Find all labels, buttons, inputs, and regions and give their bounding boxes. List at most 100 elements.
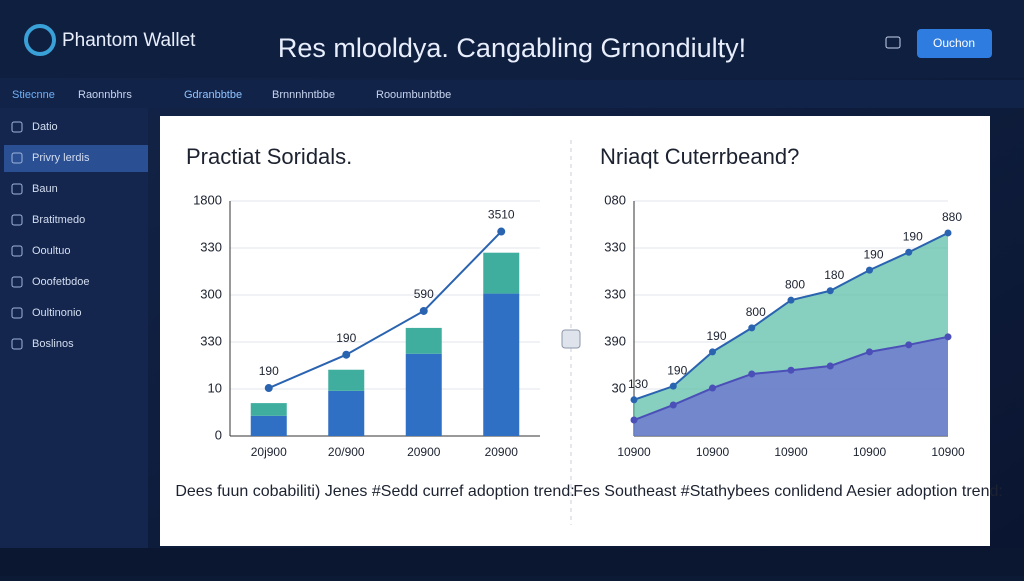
y-tick-label: 0 <box>215 427 222 442</box>
point-label: 190 <box>667 363 687 377</box>
point-label: 190 <box>259 364 279 378</box>
line-point <box>342 350 351 359</box>
area-point <box>669 401 677 409</box>
trend-line <box>268 230 502 389</box>
sidebar-icon <box>11 276 23 288</box>
point-label: 590 <box>414 287 434 301</box>
point-label: 190 <box>903 229 923 243</box>
chart-caption: Fes Southeast #Stathybees conlidend Aesi… <box>573 483 1003 500</box>
x-tick-label: 20/900 <box>328 445 365 459</box>
logo-text: Phantom Wallet <box>62 30 196 51</box>
bar-segment <box>328 369 365 391</box>
sidebar-item[interactable]: Ooultuo <box>32 245 71 257</box>
x-tick-label: 20900 <box>485 445 519 459</box>
area-point <box>905 341 913 349</box>
splitter-handle[interactable] <box>561 329 581 349</box>
y-tick-label: 330 <box>604 286 626 301</box>
point-label: 800 <box>746 305 766 319</box>
point-label: 190 <box>336 331 356 345</box>
sidebar-icon <box>11 121 23 133</box>
x-tick-label: 10900 <box>774 445 808 459</box>
sidebar-icon <box>11 307 23 319</box>
sidebar-item[interactable]: Baun <box>32 183 58 195</box>
bar-segment <box>483 252 520 294</box>
point-label: 880 <box>942 210 962 224</box>
sidebar-icon <box>11 214 23 226</box>
header <box>0 0 1024 78</box>
y-tick-label: 080 <box>604 192 626 207</box>
area-point <box>669 382 677 390</box>
y-tick-label: 300 <box>200 286 222 301</box>
point-label: 190 <box>706 329 726 343</box>
area-point <box>787 296 795 304</box>
x-tick-label: 20900 <box>407 445 441 459</box>
area-point <box>787 366 795 374</box>
bar-segment <box>328 390 365 436</box>
area-point <box>866 266 873 274</box>
sidebar-item[interactable]: Privry lerdis <box>32 152 90 164</box>
nav-bar <box>0 80 1024 108</box>
area-point <box>826 287 834 295</box>
button-label[interactable]: Ouchon <box>933 36 975 50</box>
area-point <box>709 348 716 356</box>
bar-segment <box>405 353 442 436</box>
y-tick-label: 330 <box>200 239 222 254</box>
sidebar-icon <box>11 338 23 350</box>
nav-tab[interactable]: Gdranbbtbe <box>184 89 242 101</box>
area-point <box>905 248 913 256</box>
bar-segment <box>483 293 520 436</box>
area-point <box>944 229 952 237</box>
sidebar-item[interactable]: Boslinos <box>32 338 74 350</box>
y-tick-label: 1800 <box>193 192 222 207</box>
status-bar <box>0 548 1024 576</box>
point-label: 800 <box>785 277 805 291</box>
area-point <box>866 348 873 356</box>
nav-tab[interactable]: Stiecnne <box>12 89 55 101</box>
x-tick-label: 10900 <box>853 445 887 459</box>
line-point <box>264 384 273 393</box>
logo-icon <box>24 24 56 56</box>
bar-segment <box>405 327 442 354</box>
area-point <box>748 370 756 378</box>
sidebar-item[interactable]: Bratitmedo <box>32 214 85 226</box>
page-title: Res mlooldya. Cangabling Grnondiulty! <box>278 33 746 63</box>
window-icon[interactable] <box>885 36 901 49</box>
y-tick-label: 30 <box>612 380 626 395</box>
sidebar-item[interactable]: Oultinonio <box>32 307 82 319</box>
bar-segment <box>250 403 287 416</box>
area-point <box>944 333 952 341</box>
point-label: 190 <box>863 247 883 261</box>
nav-tab[interactable]: Brnnnhntbbe <box>272 89 335 101</box>
sidebar-item[interactable]: Datio <box>32 121 58 133</box>
area-point <box>709 384 716 392</box>
chart-title: Nriaqt Cuterrbeand? <box>600 144 799 169</box>
x-tick-label: 10900 <box>931 445 965 459</box>
area-point <box>826 362 834 370</box>
bar-segment <box>250 415 287 436</box>
sidebar-icon <box>11 245 23 257</box>
nav-tab[interactable]: Rooumbunbtbe <box>376 89 451 101</box>
sidebar-icon <box>11 183 23 195</box>
y-tick-label: 330 <box>604 239 626 254</box>
point-label: 180 <box>824 268 844 282</box>
x-tick-label: 10900 <box>617 445 651 459</box>
sidebar <box>0 108 148 548</box>
x-tick-label: 10900 <box>696 445 730 459</box>
area-point <box>748 324 756 332</box>
x-tick-label: 20j900 <box>251 445 287 459</box>
chart-caption: Dees fuun cobabiliti) Jenes #Sedd curref… <box>175 483 574 500</box>
chart-title: Practiat Soridals. <box>186 144 352 169</box>
sidebar-item[interactable]: Ooofetbdoe <box>32 276 90 288</box>
point-label: 130 <box>628 377 648 391</box>
sidebar-icon <box>11 152 23 164</box>
nav-tab[interactable]: Raonnbhrs <box>78 89 132 101</box>
y-tick-label: 330 <box>200 333 222 348</box>
line-point <box>497 227 506 236</box>
y-tick-label: 10 <box>208 380 222 395</box>
action-button[interactable] <box>917 29 992 58</box>
sidebar-active[interactable] <box>4 145 148 172</box>
area-point <box>630 416 638 424</box>
y-tick-label: 390 <box>604 333 626 348</box>
area-point <box>630 396 638 404</box>
